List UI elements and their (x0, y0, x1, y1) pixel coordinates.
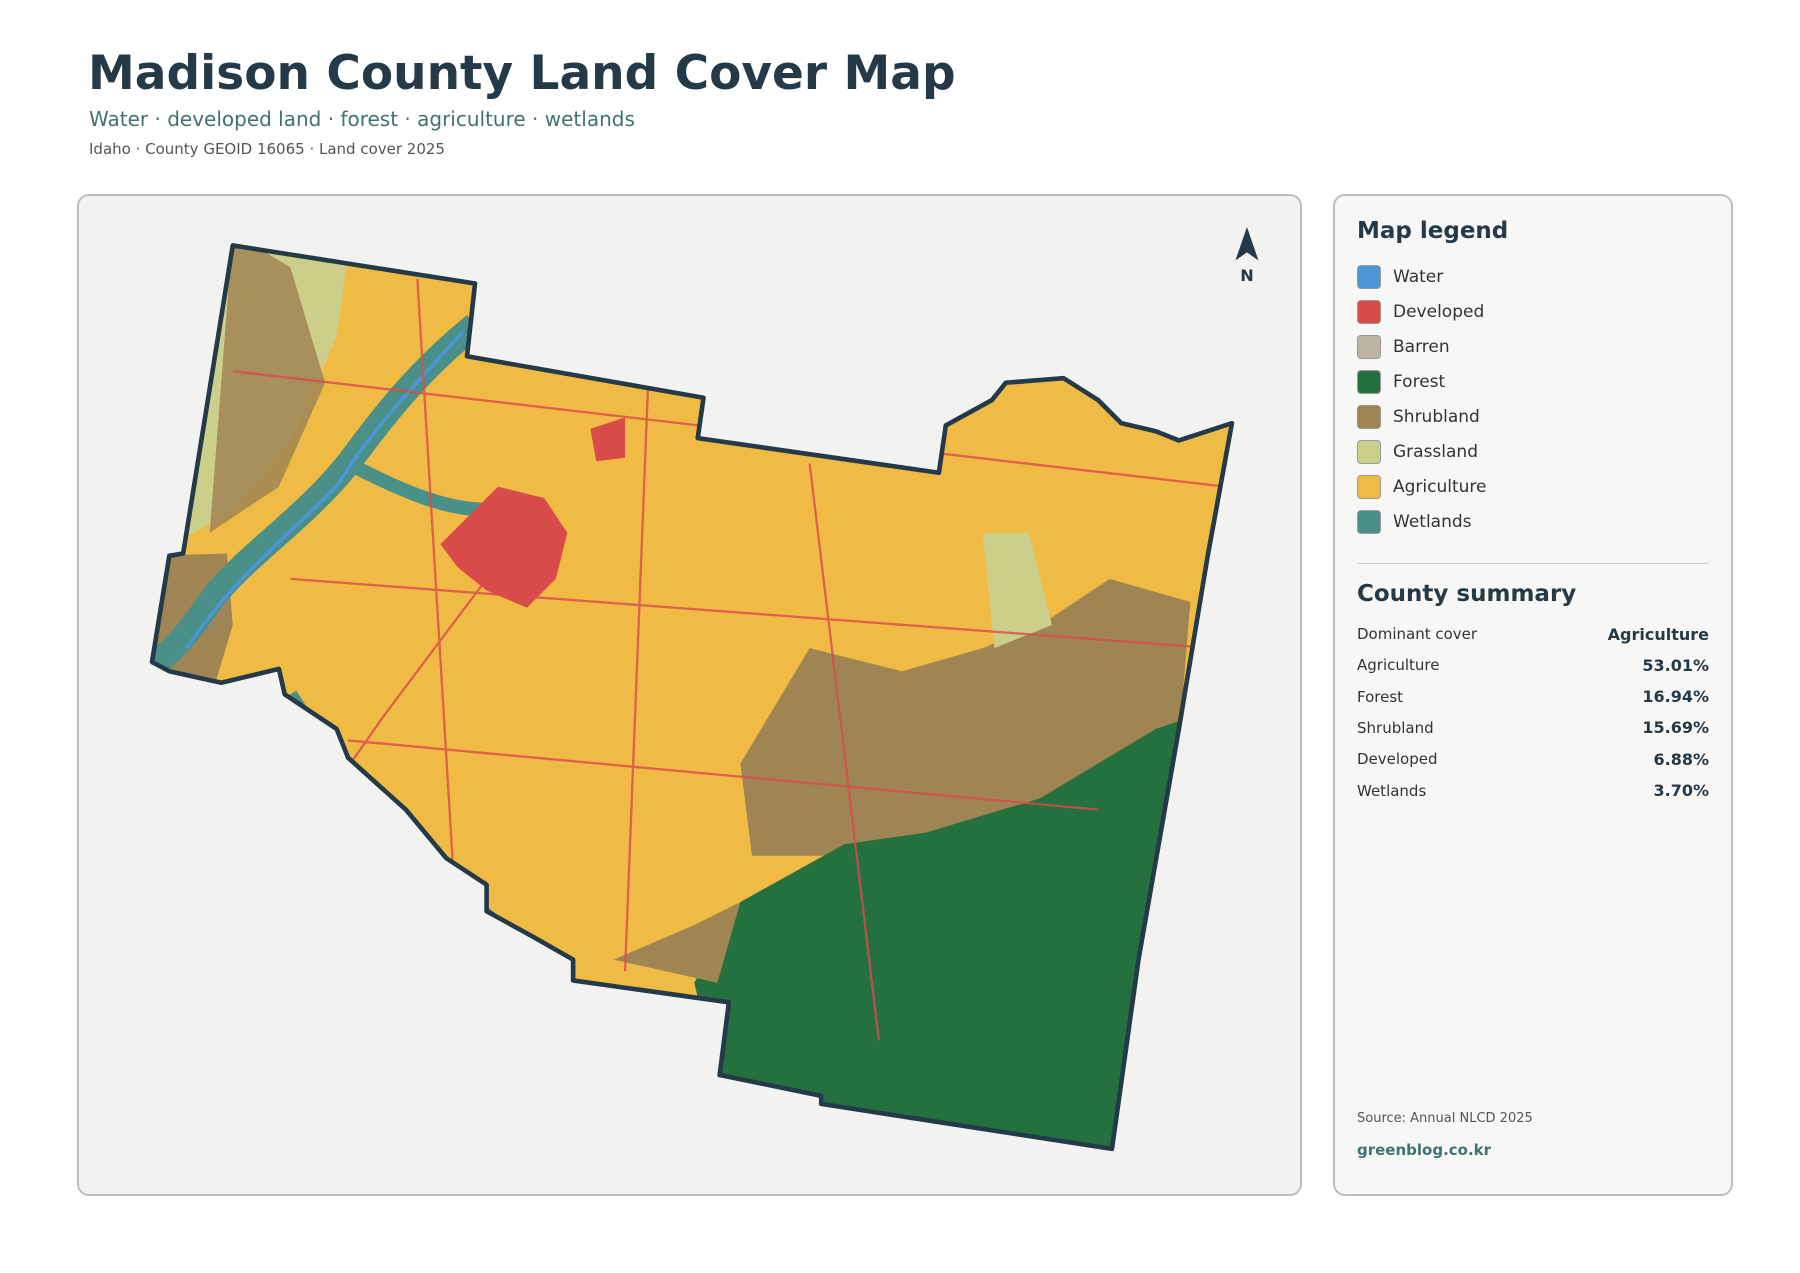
divider (1357, 563, 1709, 564)
wetlands-river (151, 315, 483, 677)
legend-label: Water (1393, 267, 1444, 287)
summary-label: Shrubland (1357, 718, 1434, 737)
north-arrow (1235, 226, 1259, 261)
legend-swatch (1357, 265, 1381, 289)
title: Madison County Land Cover Map (88, 46, 956, 101)
shrubland-area (209, 245, 326, 533)
site-link[interactable]: greenblog.co.kr (1357, 1141, 1492, 1159)
subtitle: Water · developed land · forest · agricu… (89, 107, 635, 131)
summary-value: 3.70% (1653, 781, 1709, 800)
summary-label: Agriculture (1357, 656, 1440, 675)
summary-value: 15.69% (1642, 718, 1709, 738)
summary-label: Forest (1357, 687, 1404, 706)
legend-item: Water (1357, 264, 1443, 290)
map: N (149, 226, 1259, 1152)
legend-item: Forest (1357, 369, 1445, 395)
county-outline (149, 243, 1235, 1152)
summary-value: 6.88% (1653, 749, 1709, 769)
summary-row: Developed 6.88% (1357, 748, 1709, 770)
summary-value: 53.01% (1642, 655, 1709, 675)
shrubland-area (613, 901, 741, 983)
summary-label: Wetlands (1357, 781, 1427, 800)
legend-label: Barren (1393, 337, 1450, 357)
north-label: N (1240, 266, 1254, 285)
wetlands-river (345, 457, 487, 517)
summary-row: Forest 16.94% (1357, 686, 1709, 708)
legend-label: Agriculture (1393, 477, 1487, 497)
grassland-area (982, 532, 1052, 649)
summary-row: Dominant cover Agriculture (1357, 623, 1709, 645)
legend-label: Developed (1393, 302, 1485, 322)
legend-label: Wetlands (1393, 512, 1472, 532)
legend-item: Developed (1357, 299, 1484, 325)
legend-swatch (1357, 510, 1381, 534)
forest-area (694, 717, 1191, 1149)
legend-item: Barren (1357, 334, 1450, 360)
summary-title: County summary (1357, 581, 1577, 607)
legend-label: Forest (1393, 372, 1446, 392)
legend-swatch (1357, 440, 1381, 464)
summary-value: Agriculture (1607, 624, 1709, 644)
developed-town (590, 417, 626, 462)
summary-value: 16.94% (1642, 687, 1709, 707)
map-panel: N (77, 194, 1302, 1196)
legend-title: Map legend (1357, 218, 1509, 244)
summary-label: Dominant cover (1357, 625, 1478, 643)
legend-swatch (1357, 300, 1381, 324)
source: Source: Annual NLCD 2025 (1357, 1111, 1533, 1126)
county-map: N (149, 226, 1259, 1152)
legend-label: Shrubland (1393, 407, 1480, 427)
legend-item: Wetlands (1357, 509, 1472, 535)
water-river (185, 329, 465, 650)
meta: Idaho · County GEOID 16065 · Land cover … (89, 140, 445, 158)
legend-panel: Map legend County summary Source: Annual… (1333, 194, 1733, 1196)
legend-item: Grassland (1357, 439, 1478, 465)
legend-swatch (1357, 335, 1381, 359)
summary-row: Shrubland 15.69% (1357, 717, 1709, 739)
legend-swatch (1357, 405, 1381, 429)
summary-label: Developed (1357, 750, 1438, 769)
legend-swatch (1357, 370, 1381, 394)
legend-item: Agriculture (1357, 474, 1487, 500)
legend-swatch (1357, 475, 1381, 499)
summary-row: Agriculture 53.01% (1357, 654, 1709, 676)
legend-item: Shrubland (1357, 404, 1480, 430)
summary-row: Wetlands 3.70% (1357, 780, 1709, 802)
legend-label: Grassland (1393, 442, 1478, 462)
developed-city (440, 486, 568, 608)
